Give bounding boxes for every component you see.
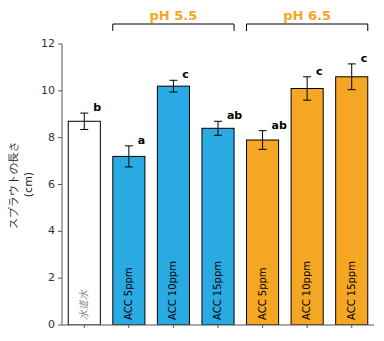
error-bar-cap: [214, 121, 222, 122]
y-tick: [58, 325, 62, 326]
error-bar: [348, 64, 356, 90]
error-bar-cap: [348, 63, 356, 64]
error-bar-cap: [125, 166, 133, 167]
y-tick-label: 2: [48, 271, 55, 284]
bar: [113, 156, 145, 325]
x-axis: [62, 325, 374, 328]
y-tick: [58, 137, 62, 138]
bar-label: ACC 5ppm: [257, 267, 268, 320]
significance-letter: c: [182, 68, 189, 81]
x-tick: [218, 325, 219, 328]
error-bar-stem: [262, 131, 263, 150]
y-tick: [58, 278, 62, 279]
y-tick-label: 0: [48, 318, 55, 331]
y-tick-label: 6: [48, 178, 55, 191]
bar: [336, 77, 368, 325]
error-bar-stem: [128, 146, 129, 167]
error-bar: [125, 146, 133, 167]
y-tick-label: 12: [41, 37, 55, 50]
bar: [68, 121, 100, 325]
bar-label: ACC 15ppm: [346, 261, 357, 320]
bar: [247, 140, 279, 325]
chart-container: 0 2 4 6 8 10 12 スプラウトの長さ(cm) 水道水 ACC 5ppm ACC 10pp…: [0, 0, 384, 341]
bar-label: ACC 15ppm: [212, 261, 223, 320]
error-bar: [80, 113, 88, 129]
x-tick: [84, 325, 85, 328]
x-tick: [128, 325, 129, 328]
significance-letter: c: [316, 65, 323, 78]
y-axis-line: [62, 44, 63, 325]
error-bar-cap: [303, 76, 311, 77]
y-tick-label: 4: [48, 224, 55, 237]
chart-svg: 0 2 4 6 8 10 12 スプラウトの長さ(cm) 水道水 ACC 5ppm ACC 10pp…: [0, 0, 384, 341]
y-tick-label: 10: [41, 84, 55, 97]
significance-letter: b: [93, 101, 101, 114]
error-bar-cap: [80, 113, 88, 114]
error-bar-stem: [351, 64, 352, 90]
group-bracket: pH 6.5: [247, 8, 368, 31]
y-tick: [58, 90, 62, 91]
x-tick: [351, 325, 352, 328]
error-bar-cap: [214, 135, 222, 136]
error-bar: [259, 131, 267, 150]
bar-label: ACC 5ppm: [123, 267, 134, 320]
error-bar-stem: [173, 80, 174, 92]
error-bar: [214, 121, 222, 135]
bar-label: 水道水: [78, 289, 89, 320]
significance-letter: ab: [227, 109, 242, 122]
group-label: pH 5.5: [150, 8, 198, 23]
error-bar-cap: [259, 130, 267, 131]
group-label: pH 6.5: [283, 8, 331, 23]
x-tick: [307, 325, 308, 328]
error-bar-stem: [307, 77, 308, 100]
y-tick-label: 8: [48, 131, 55, 144]
y-axis: 0 2 4 6 8 10 12: [41, 37, 62, 331]
significance-letter: a: [138, 134, 145, 147]
error-bar: [169, 80, 177, 92]
y-axis-label: スプラウトの長さ: [7, 141, 20, 229]
y-tick: [58, 184, 62, 185]
error-bar-cap: [80, 129, 88, 130]
error-bar-cap: [259, 149, 267, 150]
y-tick: [58, 44, 62, 45]
error-bar-cap: [303, 100, 311, 101]
error-bar-cap: [169, 92, 177, 93]
bar: [291, 88, 323, 325]
error-bar-cap: [169, 80, 177, 81]
error-bar: [303, 77, 311, 100]
x-tick: [262, 325, 263, 328]
bracket-line: [247, 24, 368, 31]
bar: [157, 86, 189, 325]
bracket-line: [113, 24, 234, 31]
y-tick: [58, 231, 62, 232]
x-tick: [173, 325, 174, 328]
bar-label: ACC 10ppm: [167, 261, 178, 320]
error-bar-stem: [218, 121, 219, 135]
bar: [202, 128, 234, 325]
significance-letter: ab: [271, 119, 286, 132]
error-bar-cap: [125, 145, 133, 146]
y-axis-unit: (cm): [22, 172, 35, 197]
group-bracket: pH 5.5: [113, 8, 234, 31]
plot-area: [68, 64, 368, 325]
significance-letter: c: [361, 52, 368, 65]
error-bar-cap: [348, 89, 356, 90]
bar-label: ACC 10ppm: [301, 261, 312, 320]
error-bar-stem: [84, 113, 85, 129]
